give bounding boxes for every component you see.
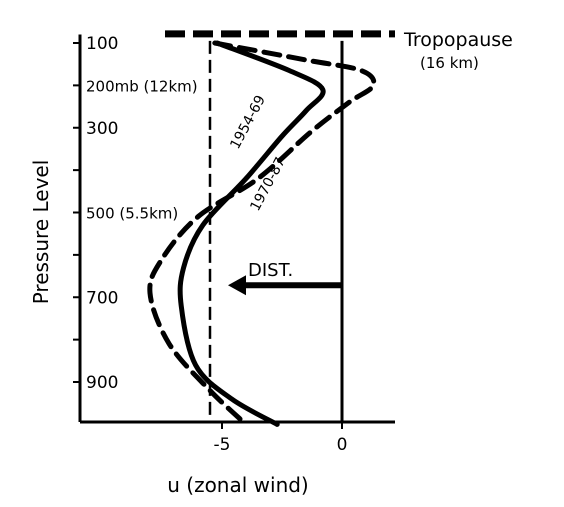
x-tick-label: -5 [214, 435, 231, 455]
series-label-1954-69: 1954-69 [227, 93, 269, 152]
y-tick-label: 500 (5.5km) [86, 205, 178, 223]
y-tick-label: 200mb (12km) [86, 77, 198, 95]
y-axis-title: Pressure Level [29, 160, 53, 305]
dist-arrow-head [228, 275, 246, 296]
tropopause-height-label: (16 km) [420, 54, 479, 72]
reference-lines [165, 30, 395, 422]
y-tick-label: 700 [86, 288, 118, 308]
tropopause-label: Tropopause [403, 29, 513, 51]
x-axis-title: u (zonal wind) [167, 473, 309, 497]
series-group [147, 40, 377, 427]
dist-label: DIST. [248, 260, 293, 281]
axes: 100 200mb (12km) 300 500 (5.5km) 700 900 -5 0 u … [29, 34, 395, 497]
y-tick-label: 100 [86, 34, 118, 54]
series-line-1970-87 [147, 40, 377, 427]
y-tick-label: 300 [86, 119, 118, 139]
y-tick-label: 900 [86, 373, 118, 393]
x-tick-label: 0 [337, 435, 348, 455]
